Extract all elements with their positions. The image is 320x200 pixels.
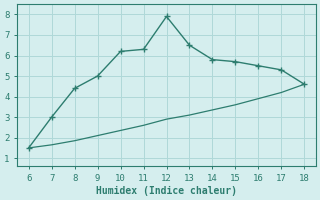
X-axis label: Humidex (Indice chaleur): Humidex (Indice chaleur) [96, 186, 237, 196]
